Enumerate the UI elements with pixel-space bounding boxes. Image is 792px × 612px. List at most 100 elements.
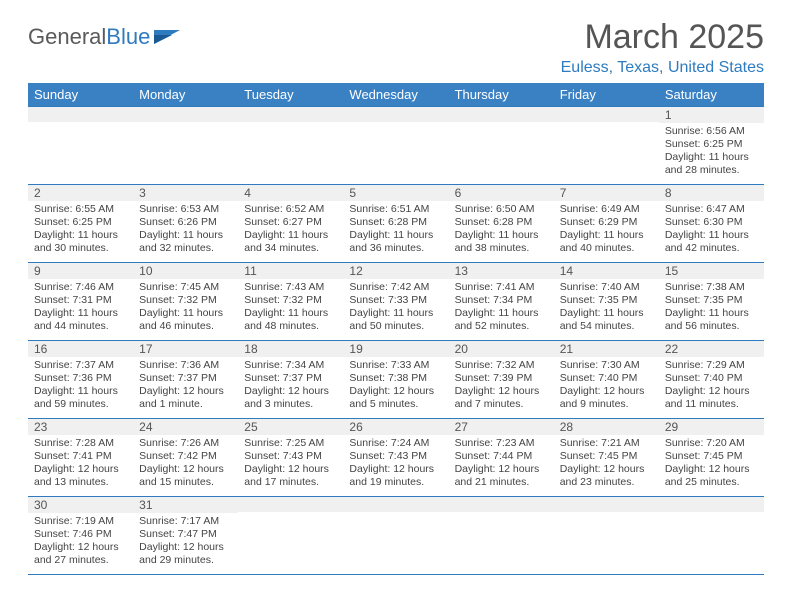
col-wednesday: Wednesday [343, 83, 448, 107]
day-body: Sunrise: 7:17 AMSunset: 7:47 PMDaylight:… [133, 513, 238, 572]
sunset-text: Sunset: 6:30 PM [665, 216, 758, 229]
day-number: 14 [554, 263, 659, 279]
calendar-cell: 30Sunrise: 7:19 AMSunset: 7:46 PMDayligh… [28, 497, 133, 575]
day-body: Sunrise: 7:25 AMSunset: 7:43 PMDaylight:… [238, 435, 343, 494]
col-tuesday: Tuesday [238, 83, 343, 107]
table-row: 16Sunrise: 7:37 AMSunset: 7:36 PMDayligh… [28, 341, 764, 419]
sunrise-text: Sunrise: 7:17 AM [139, 515, 232, 528]
sunset-text: Sunset: 7:44 PM [455, 450, 548, 463]
day-body: Sunrise: 7:32 AMSunset: 7:39 PMDaylight:… [449, 357, 554, 416]
flag-icon [154, 24, 180, 50]
daylight-text: Daylight: 11 hours and 30 minutes. [34, 229, 127, 255]
day-number: 12 [343, 263, 448, 279]
sunset-text: Sunset: 7:45 PM [665, 450, 758, 463]
day-body: Sunrise: 7:43 AMSunset: 7:32 PMDaylight:… [238, 279, 343, 338]
col-saturday: Saturday [659, 83, 764, 107]
day-number-empty [343, 107, 448, 122]
table-row: 2Sunrise: 6:55 AMSunset: 6:25 PMDaylight… [28, 185, 764, 263]
sunrise-text: Sunrise: 7:24 AM [349, 437, 442, 450]
day-body: Sunrise: 6:53 AMSunset: 6:26 PMDaylight:… [133, 201, 238, 260]
daylight-text: Daylight: 11 hours and 28 minutes. [665, 151, 758, 177]
day-body: Sunrise: 7:36 AMSunset: 7:37 PMDaylight:… [133, 357, 238, 416]
day-number: 7 [554, 185, 659, 201]
day-number-empty [449, 497, 554, 512]
sunset-text: Sunset: 7:42 PM [139, 450, 232, 463]
sunrise-text: Sunrise: 7:41 AM [455, 281, 548, 294]
sunrise-text: Sunrise: 6:53 AM [139, 203, 232, 216]
sunrise-text: Sunrise: 6:49 AM [560, 203, 653, 216]
calendar-cell: 10Sunrise: 7:45 AMSunset: 7:32 PMDayligh… [133, 263, 238, 341]
day-body: Sunrise: 7:33 AMSunset: 7:38 PMDaylight:… [343, 357, 448, 416]
calendar-cell: 14Sunrise: 7:40 AMSunset: 7:35 PMDayligh… [554, 263, 659, 341]
daylight-text: Daylight: 11 hours and 52 minutes. [455, 307, 548, 333]
sunrise-text: Sunrise: 7:45 AM [139, 281, 232, 294]
day-number: 15 [659, 263, 764, 279]
calendar-cell: 15Sunrise: 7:38 AMSunset: 7:35 PMDayligh… [659, 263, 764, 341]
sunset-text: Sunset: 7:43 PM [349, 450, 442, 463]
day-number-empty [343, 497, 448, 512]
calendar-cell: 3Sunrise: 6:53 AMSunset: 6:26 PMDaylight… [133, 185, 238, 263]
day-number-empty [554, 497, 659, 512]
sunset-text: Sunset: 7:32 PM [139, 294, 232, 307]
day-number: 27 [449, 419, 554, 435]
daylight-text: Daylight: 11 hours and 56 minutes. [665, 307, 758, 333]
day-number: 4 [238, 185, 343, 201]
calendar-cell: 1Sunrise: 6:56 AMSunset: 6:25 PMDaylight… [659, 107, 764, 185]
daylight-text: Daylight: 11 hours and 48 minutes. [244, 307, 337, 333]
day-number: 18 [238, 341, 343, 357]
daylight-text: Daylight: 12 hours and 13 minutes. [34, 463, 127, 489]
day-number: 8 [659, 185, 764, 201]
sunrise-text: Sunrise: 6:51 AM [349, 203, 442, 216]
calendar-cell: 19Sunrise: 7:33 AMSunset: 7:38 PMDayligh… [343, 341, 448, 419]
day-number: 17 [133, 341, 238, 357]
day-body: Sunrise: 6:47 AMSunset: 6:30 PMDaylight:… [659, 201, 764, 260]
col-sunday: Sunday [28, 83, 133, 107]
calendar-cell [238, 497, 343, 575]
day-body: Sunrise: 7:41 AMSunset: 7:34 PMDaylight:… [449, 279, 554, 338]
sunrise-text: Sunrise: 6:47 AM [665, 203, 758, 216]
calendar-cell: 12Sunrise: 7:42 AMSunset: 7:33 PMDayligh… [343, 263, 448, 341]
calendar-cell [133, 107, 238, 185]
sunrise-text: Sunrise: 6:55 AM [34, 203, 127, 216]
sunrise-text: Sunrise: 7:32 AM [455, 359, 548, 372]
daylight-text: Daylight: 11 hours and 40 minutes. [560, 229, 653, 255]
table-row: 9Sunrise: 7:46 AMSunset: 7:31 PMDaylight… [28, 263, 764, 341]
calendar-cell: 20Sunrise: 7:32 AMSunset: 7:39 PMDayligh… [449, 341, 554, 419]
day-body: Sunrise: 7:26 AMSunset: 7:42 PMDaylight:… [133, 435, 238, 494]
day-number: 30 [28, 497, 133, 513]
calendar-cell: 22Sunrise: 7:29 AMSunset: 7:40 PMDayligh… [659, 341, 764, 419]
calendar-cell [449, 107, 554, 185]
daylight-text: Daylight: 12 hours and 3 minutes. [244, 385, 337, 411]
daylight-text: Daylight: 12 hours and 23 minutes. [560, 463, 653, 489]
day-body: Sunrise: 7:46 AMSunset: 7:31 PMDaylight:… [28, 279, 133, 338]
daylight-text: Daylight: 12 hours and 21 minutes. [455, 463, 548, 489]
day-number: 28 [554, 419, 659, 435]
day-number: 11 [238, 263, 343, 279]
sunset-text: Sunset: 7:37 PM [244, 372, 337, 385]
day-number: 20 [449, 341, 554, 357]
sunset-text: Sunset: 7:34 PM [455, 294, 548, 307]
sunrise-text: Sunrise: 7:37 AM [34, 359, 127, 372]
daylight-text: Daylight: 11 hours and 54 minutes. [560, 307, 653, 333]
sunrise-text: Sunrise: 7:34 AM [244, 359, 337, 372]
sunset-text: Sunset: 7:38 PM [349, 372, 442, 385]
daylight-text: Daylight: 11 hours and 42 minutes. [665, 229, 758, 255]
sunrise-text: Sunrise: 6:52 AM [244, 203, 337, 216]
calendar-cell: 2Sunrise: 6:55 AMSunset: 6:25 PMDaylight… [28, 185, 133, 263]
daylight-text: Daylight: 11 hours and 46 minutes. [139, 307, 232, 333]
day-body: Sunrise: 6:56 AMSunset: 6:25 PMDaylight:… [659, 123, 764, 182]
calendar-cell [343, 107, 448, 185]
day-number: 9 [28, 263, 133, 279]
sunrise-text: Sunrise: 7:23 AM [455, 437, 548, 450]
sunrise-text: Sunrise: 7:38 AM [665, 281, 758, 294]
daylight-text: Daylight: 11 hours and 59 minutes. [34, 385, 127, 411]
sunrise-text: Sunrise: 7:46 AM [34, 281, 127, 294]
day-number: 3 [133, 185, 238, 201]
calendar-cell: 21Sunrise: 7:30 AMSunset: 7:40 PMDayligh… [554, 341, 659, 419]
day-body: Sunrise: 7:37 AMSunset: 7:36 PMDaylight:… [28, 357, 133, 416]
day-number: 22 [659, 341, 764, 357]
day-body: Sunrise: 6:51 AMSunset: 6:28 PMDaylight:… [343, 201, 448, 260]
page-title: March 2025 [561, 18, 764, 57]
day-number-empty [238, 107, 343, 122]
calendar-cell: 18 Sunrise: 7:34 AMSunset: 7:37 PMDayligh… [238, 341, 343, 419]
